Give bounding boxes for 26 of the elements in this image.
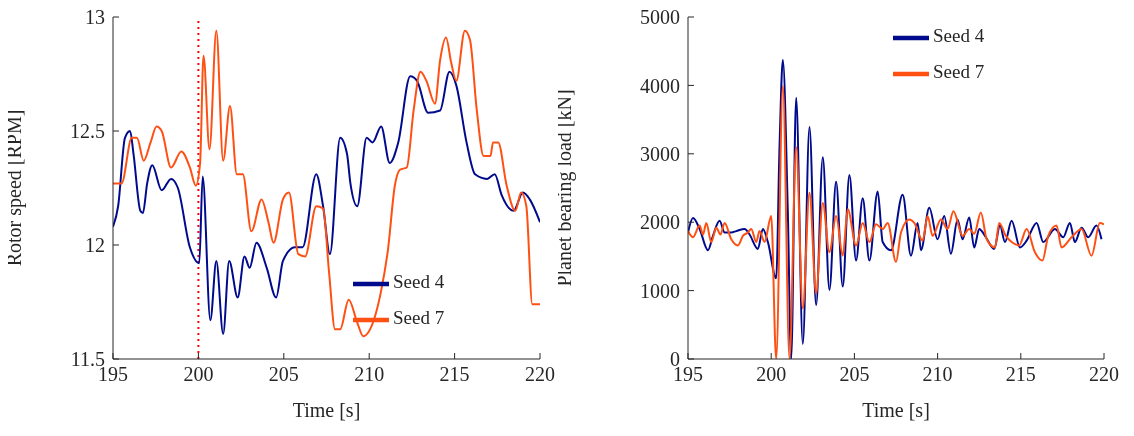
x-tick-label: 200: [756, 363, 787, 386]
y-axis-title: Rotor speed [RPM]: [3, 109, 27, 267]
y-axis-title: Planet bearing load [kN]: [553, 89, 577, 287]
x-tick-label: 200: [183, 363, 214, 386]
x-axis-title: Time [s]: [292, 399, 361, 421]
y-tick-label: 1000: [640, 279, 680, 302]
x-tick-label: 220: [1089, 363, 1119, 386]
y-tick-label: 4000: [640, 74, 680, 97]
x-tick-label: 205: [268, 363, 299, 386]
x-axis-title: Time [s]: [862, 399, 930, 421]
x-tick-label: 215: [439, 363, 470, 386]
x-tick-label: 215: [1005, 363, 1036, 386]
y-tick-label: 5000: [640, 6, 680, 29]
y-tick-label: 3000: [640, 142, 680, 165]
legend-label: Seed 7: [933, 61, 985, 83]
legend-label: Seed 7: [393, 307, 445, 329]
x-tick-label: 210: [354, 363, 385, 386]
y-tick-label: 13: [85, 6, 105, 29]
x-tick-label: 220: [525, 363, 555, 386]
x-tick-label: 210: [922, 363, 953, 386]
y-tick-label: 12.5: [70, 120, 105, 143]
y-tick-label: 12: [85, 234, 105, 257]
legend-label: Seed 4: [393, 271, 445, 293]
y-tick-label: 2000: [640, 211, 680, 234]
legend-label: Seed 4: [933, 25, 985, 47]
x-tick-label: 205: [839, 363, 870, 386]
